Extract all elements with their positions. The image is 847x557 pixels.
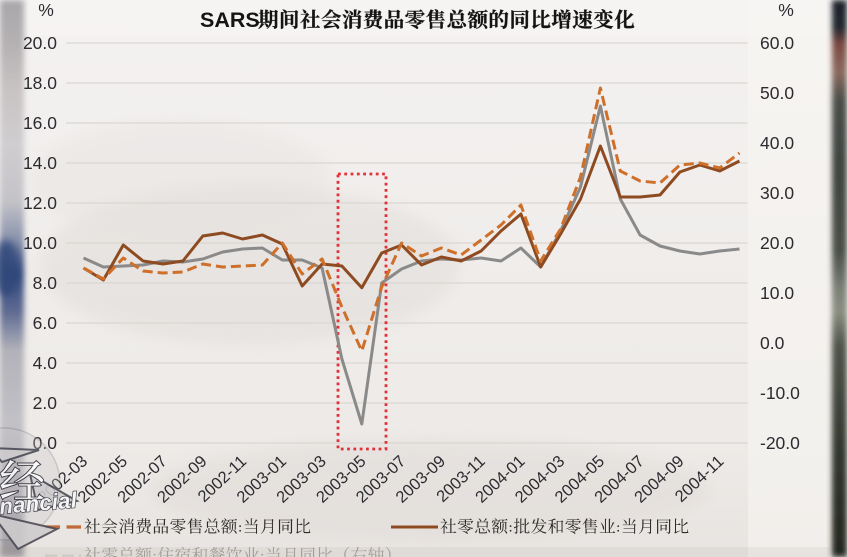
svg-text:20.0: 20.0 (23, 33, 57, 53)
svg-text:4.0: 4.0 (33, 353, 58, 373)
svg-text:6.0: 6.0 (33, 313, 58, 333)
svg-text:50.0: 50.0 (760, 83, 794, 103)
svg-text:-10.0: -10.0 (760, 383, 800, 403)
svg-text:10.0: 10.0 (23, 233, 57, 253)
svg-text:0.0: 0.0 (760, 333, 785, 353)
svg-text:12.0: 12.0 (23, 193, 57, 213)
svg-text:10.0: 10.0 (760, 283, 794, 303)
svg-text:-20.0: -20.0 (760, 433, 800, 453)
svg-text:14.0: 14.0 (23, 153, 57, 173)
svg-text:60.0: 60.0 (760, 33, 794, 53)
svg-text:8.0: 8.0 (33, 273, 58, 293)
svg-text:18.0: 18.0 (23, 73, 57, 93)
svg-text:%: % (38, 0, 54, 20)
svg-text:20.0: 20.0 (760, 233, 794, 253)
svg-text:30.0: 30.0 (760, 183, 794, 203)
svg-text:SARS: SARS (200, 8, 260, 32)
svg-text:0.0: 0.0 (33, 433, 58, 453)
svg-text:16.0: 16.0 (23, 113, 57, 133)
svg-text:2.0: 2.0 (33, 393, 58, 413)
svg-text:40.0: 40.0 (760, 133, 794, 153)
svg-text:%: % (778, 0, 794, 20)
